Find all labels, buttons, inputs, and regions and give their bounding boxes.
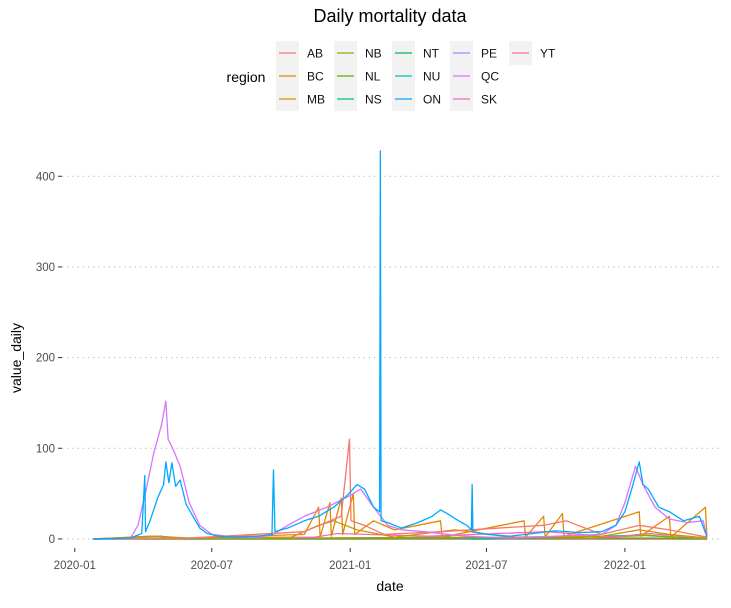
y-tick-label: 0	[49, 534, 55, 546]
legend-label-on: ON	[423, 93, 441, 107]
y-tick-label: 100	[36, 443, 55, 455]
series-line-qc	[92, 400, 708, 540]
legend-label-nb: NB	[365, 47, 382, 61]
legend-label-mb: MB	[307, 93, 325, 107]
x-axis-ticks: 2020-01 2020-07 2021-01 2021-07 2022-01	[54, 548, 646, 572]
series-line-bc	[92, 492, 708, 540]
legend: region AB BC MB NB NL NS NT NU ON PE QC SK YT	[227, 41, 556, 111]
series-line-on	[92, 150, 708, 540]
legend-label-ab: AB	[307, 47, 323, 61]
legend-label-nu: NU	[423, 70, 440, 84]
legend-label-pe: PE	[481, 47, 497, 61]
series-lines	[92, 150, 708, 540]
y-tick-label: 200	[36, 353, 55, 365]
y-axis-label: value_daily	[8, 323, 24, 393]
gridlines	[62, 175, 722, 540]
legend-label-qc: QC	[481, 70, 499, 84]
x-tick-label: 2021-01	[329, 560, 371, 572]
x-tick-label: 2022-01	[604, 560, 646, 572]
legend-label-ns: NS	[365, 93, 382, 107]
series-line-nb	[92, 534, 707, 540]
legend-label-bc: BC	[307, 70, 324, 84]
legend-label-yt: YT	[540, 47, 556, 61]
legend-label-sk: SK	[481, 93, 497, 107]
legend-title: region	[227, 69, 266, 85]
x-axis-label: date	[376, 578, 403, 594]
y-tick-label: 300	[36, 262, 55, 274]
chart-title: Daily mortality data	[313, 6, 467, 26]
legend-label-nl: NL	[365, 70, 381, 84]
x-tick-label: 2020-07	[191, 560, 233, 572]
x-tick-label: 2021-07	[465, 560, 507, 572]
x-tick-label: 2020-01	[54, 560, 96, 572]
y-tick-label: 400	[36, 171, 55, 183]
series-line-ab	[92, 438, 708, 540]
legend-label-nt: NT	[423, 47, 440, 61]
y-axis-ticks: 0 100 200 300 400	[36, 171, 62, 546]
